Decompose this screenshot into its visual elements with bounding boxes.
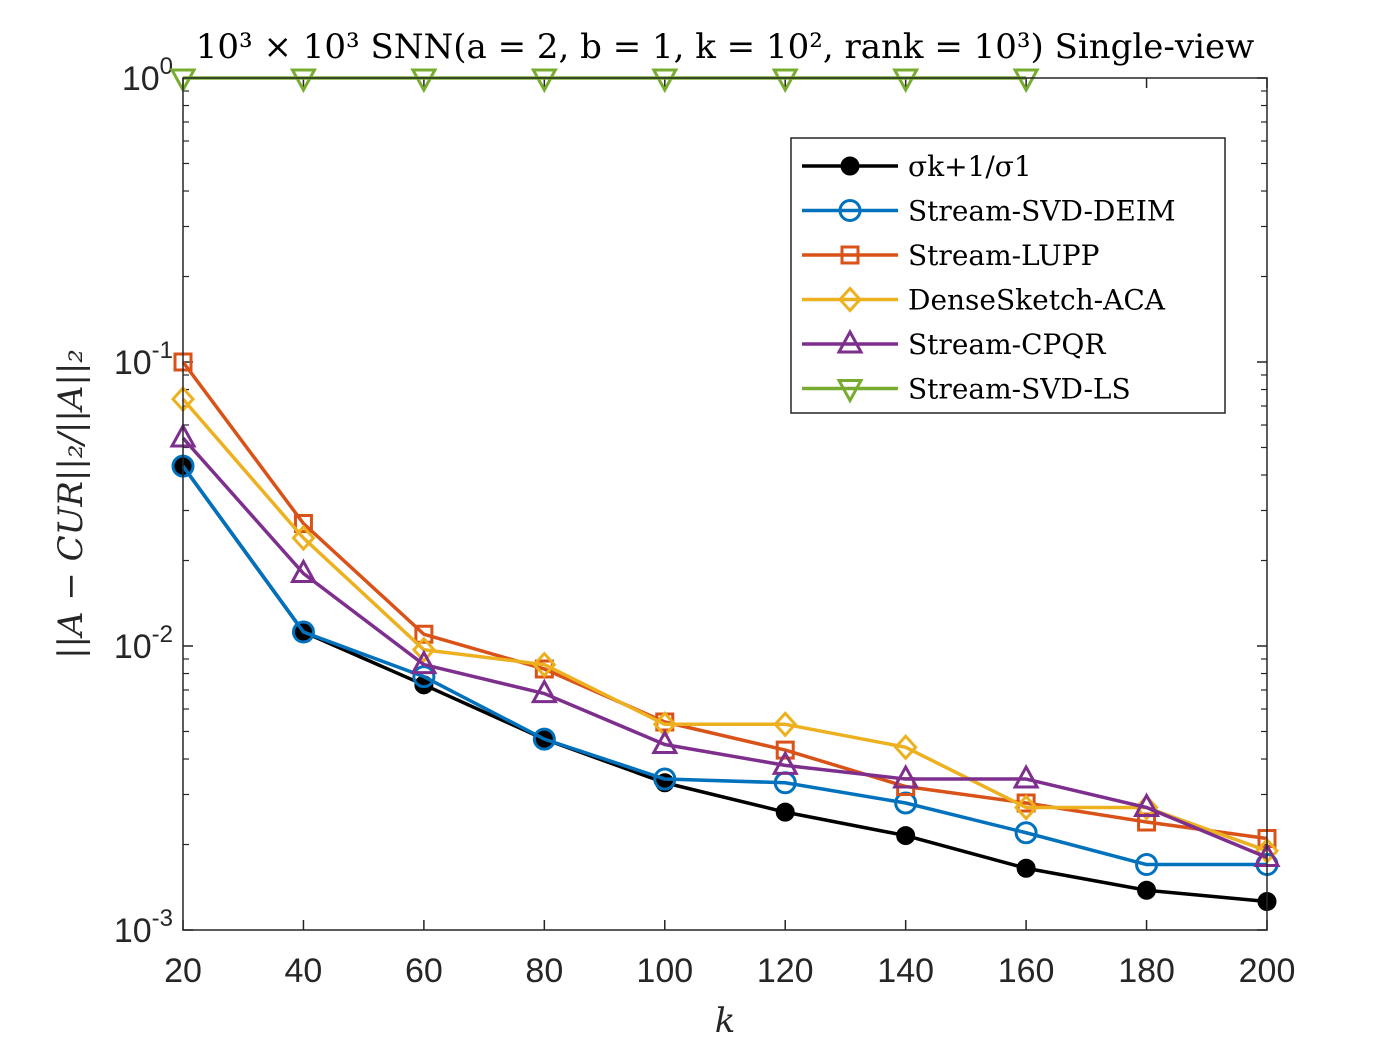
- series-line: [181, 465, 1267, 867]
- legend-swatch-marker: [837, 286, 863, 313]
- data-point: [169, 68, 197, 94]
- data-point: [773, 711, 798, 738]
- y-tick-exponent: -3: [152, 905, 173, 932]
- axis-tick-labels: 20 40 60 80 100 120 140 160 180 20010-310-210-110…: [114, 53, 1296, 990]
- x-tick-label: 120: [757, 952, 814, 990]
- y-tick-base: 10: [114, 628, 152, 666]
- data-point: [651, 729, 679, 754]
- data-point: [530, 678, 558, 704]
- legend-item: Stream-SVD-DEIM: [802, 195, 1176, 228]
- legend: σk+1/σ1 Stream-SVD-DEIM Stream-LUPP DenseSk…: [790, 137, 1226, 414]
- plot-frame: [182, 77, 1268, 931]
- legend-label: Stream-CPQR: [908, 328, 1106, 361]
- data-series: [169, 68, 1281, 911]
- x-tick-label: 200: [1239, 952, 1296, 990]
- data-point: [1014, 794, 1039, 821]
- data-point: [892, 68, 920, 94]
- x-tick-label: 100: [636, 952, 693, 990]
- data-point: [291, 524, 316, 552]
- legend-label: σk+1/σ1: [908, 150, 1032, 183]
- legend-swatch-marker: [836, 379, 864, 404]
- data-point: [651, 68, 679, 94]
- y-tick-label: 100: [122, 53, 173, 98]
- data-point: [532, 727, 556, 751]
- y-tick-base: 10: [122, 60, 160, 98]
- data-point: [291, 620, 315, 644]
- series-3: [170, 385, 1280, 865]
- legend-box: [790, 137, 1226, 414]
- x-tick-label: 140: [877, 952, 934, 990]
- series-1: [171, 454, 1279, 877]
- data-point: [771, 68, 799, 94]
- series-line: [181, 436, 1268, 860]
- x-axis-label: k: [715, 1001, 736, 1041]
- x-tick-label: 160: [998, 952, 1055, 990]
- x-tick-label: 60: [405, 952, 443, 990]
- y-tick-exponent: -1: [152, 337, 173, 364]
- legend-item: Stream-SVD-LS: [802, 373, 1131, 406]
- legend-swatch-marker: [840, 156, 860, 176]
- legend-item: Stream-CPQR: [802, 328, 1106, 361]
- legend-swatch-marker: [838, 199, 862, 222]
- data-point: [411, 636, 436, 663]
- x-tick-label: 80: [525, 952, 563, 990]
- data-point: [775, 802, 795, 822]
- data-point: [1014, 821, 1038, 845]
- data-point: [892, 763, 920, 789]
- data-point: [1135, 853, 1159, 877]
- series-line: [181, 360, 1268, 841]
- data-point: [893, 734, 918, 761]
- data-point: [775, 740, 795, 760]
- y-tick-label: 10-3: [114, 905, 173, 950]
- data-point: [1134, 794, 1159, 821]
- legend-swatch-marker: [836, 328, 864, 354]
- data-point: [894, 791, 918, 815]
- legend-item: Stream-LUPP: [802, 239, 1099, 272]
- data-point: [289, 68, 317, 94]
- data-point: [410, 649, 438, 675]
- data-point: [530, 68, 558, 94]
- data-point: [410, 68, 438, 94]
- x-tick-label: 20: [164, 952, 202, 990]
- y-tick-base: 10: [114, 912, 152, 950]
- y-tick-exponent: 0: [160, 53, 173, 80]
- series-line: [181, 397, 1268, 853]
- data-point: [1137, 880, 1157, 900]
- legend-label: Stream-SVD-DEIM: [908, 195, 1176, 228]
- y-axis-label: ||A − CUR||₂/||A||₂: [51, 349, 91, 659]
- legend-swatch-marker: [840, 245, 860, 265]
- x-tick-label: 180: [1118, 952, 1175, 990]
- y-tick-label: 10-1: [114, 337, 173, 382]
- legend-label: Stream-SVD-LS: [908, 373, 1131, 406]
- y-tick-exponent: -2: [152, 621, 173, 648]
- series-line: [181, 465, 1268, 904]
- data-point: [1133, 792, 1161, 817]
- y-tick-base: 10: [114, 344, 152, 382]
- data-point: [412, 665, 436, 689]
- chart-title: 10³ × 10³ SNN(a = 2, b = 1, k = 10², ran…: [196, 27, 1254, 67]
- data-point: [1012, 763, 1040, 789]
- x-tick-label: 40: [285, 952, 323, 990]
- data-point: [771, 750, 799, 775]
- legend-label: DenseSketch-ACA: [908, 284, 1166, 317]
- data-point: [1016, 858, 1036, 878]
- series-4: [169, 422, 1281, 868]
- legend-item: σk+1/σ1: [802, 150, 1032, 183]
- data-point: [289, 558, 317, 584]
- y-tick-label: 10-2: [114, 621, 173, 666]
- data-point: [532, 651, 557, 678]
- legend-label: Stream-LUPP: [908, 239, 1099, 272]
- data-point: [653, 767, 677, 791]
- data-point: [293, 513, 313, 533]
- data-point: [896, 826, 916, 846]
- legend-item: DenseSketch-ACA: [802, 284, 1166, 317]
- data-point: [1012, 68, 1040, 94]
- data-point: [414, 624, 434, 644]
